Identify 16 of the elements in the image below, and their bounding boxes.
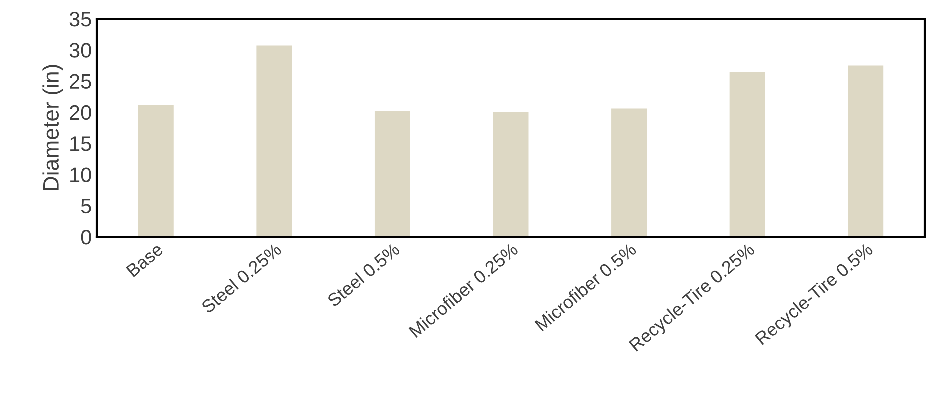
y-tick-label: 20 [70,105,92,120]
y-tick-label: 35 [70,12,92,27]
y-tick-label: 25 [70,74,92,90]
bar [138,104,174,237]
bar [848,66,884,237]
bar [374,111,410,237]
y-tick-label: 10 [70,168,92,182]
y-tick-label: 5 [81,199,92,214]
y-tick-label: 0 [81,230,92,245]
bar [493,112,529,237]
bar [256,46,292,237]
y-axis-title: Diameter (in) [42,65,64,190]
y-tick-label: 30 [70,43,92,58]
bar [730,72,766,237]
y-tick-label: 15 [70,136,92,152]
bar [612,108,648,237]
